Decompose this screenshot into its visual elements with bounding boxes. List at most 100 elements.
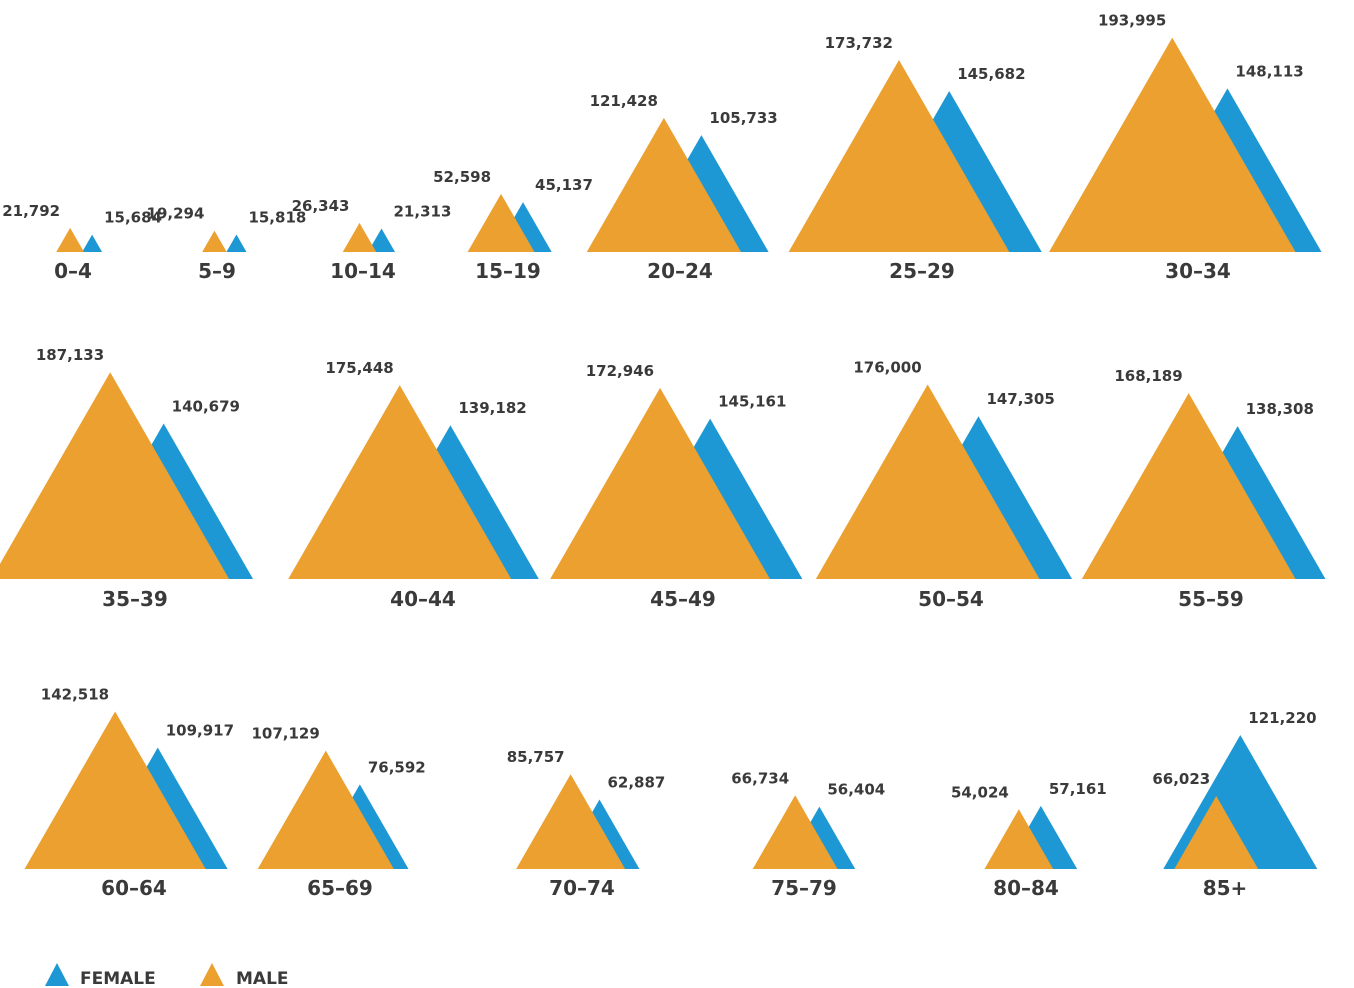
male-value-label: 175,448 (325, 359, 393, 377)
age-group: 85,757 62,887 70–74 (507, 748, 666, 900)
female-value-label: 138,308 (1246, 400, 1314, 418)
age-group: 187,133 140,679 35–39 (0, 346, 254, 611)
female-value-label: 109,917 (166, 722, 234, 740)
female-value-label: 62,887 (607, 774, 665, 792)
age-group: 193,995 148,113 30–34 (1049, 12, 1322, 283)
male-triangle (56, 227, 84, 252)
female-value-label: 45,137 (535, 176, 593, 194)
male-triangle (24, 711, 206, 869)
female-value-label: 148,113 (1235, 62, 1303, 80)
age-group-label: 15–19 (475, 259, 541, 283)
male-triangle (586, 117, 742, 253)
male-triangle (516, 774, 626, 869)
age-group-label: 50–54 (918, 587, 984, 611)
male-triangle (0, 372, 230, 579)
age-group-label: 30–34 (1165, 259, 1231, 283)
male-triangle (288, 385, 512, 579)
age-group: 168,189 138,308 55–59 (1081, 367, 1326, 611)
male-triangle (342, 222, 377, 252)
female-value-label: 15,684 (104, 209, 162, 227)
male-value-label: 26,343 (292, 197, 350, 215)
female-value-label: 121,220 (1248, 709, 1316, 727)
female-triangle (226, 234, 247, 252)
female-value-label: 145,682 (957, 65, 1025, 83)
age-group: 21,792 15,684 0–4 (2, 202, 162, 283)
male-triangle (1081, 393, 1296, 579)
male-value-label: 66,023 (1152, 770, 1210, 788)
age-group: 54,024 57,161 80–84 (951, 780, 1107, 900)
age-group-label: 75–79 (771, 876, 837, 900)
age-group: 107,129 76,592 65–69 (251, 725, 425, 900)
male-value-label: 172,946 (586, 362, 654, 380)
age-group: 176,000 147,305 50–54 (815, 359, 1073, 611)
male-triangle (815, 384, 1040, 579)
legend-male-label: MALE (236, 969, 289, 988)
age-group-label: 85+ (1203, 876, 1248, 900)
age-group: 66,023 121,220 85+ (1152, 709, 1318, 900)
age-group: 52,598 45,137 15–19 (433, 168, 593, 283)
age-group-label: 65–69 (307, 876, 373, 900)
age-group-label: 25–29 (889, 259, 955, 283)
female-value-label: 139,182 (458, 399, 526, 417)
male-triangle (1174, 796, 1259, 869)
male-triangle (752, 795, 838, 869)
legend: FEMALE MALE (45, 963, 289, 988)
female-value-label: 21,313 (394, 202, 452, 220)
female-value-label: 76,592 (368, 758, 426, 776)
male-triangle (550, 387, 770, 579)
age-group-label: 60–64 (101, 876, 167, 900)
age-group: 142,518 109,917 60–64 (24, 686, 234, 900)
male-value-label: 142,518 (41, 686, 109, 704)
female-triangle (367, 228, 396, 252)
age-group-label: 0–4 (54, 259, 92, 283)
age-group-label: 20–24 (647, 259, 713, 283)
age-group-label: 55–59 (1178, 587, 1244, 611)
male-value-label: 176,000 (853, 359, 921, 377)
male-value-label: 66,734 (731, 769, 789, 787)
age-group: 66,734 56,404 75–79 (731, 769, 885, 900)
age-group-label: 10–14 (330, 259, 396, 283)
legend-female-swatch (45, 963, 69, 986)
female-value-label: 140,679 (172, 398, 240, 416)
age-group: 172,946 145,161 45–49 (550, 362, 803, 611)
age-groups: 21,792 15,684 0–4 19,294 15,818 5–9 26,343 21,3… (0, 12, 1326, 900)
age-group: 19,294 15,818 5–9 (147, 205, 307, 283)
age-group: 121,428 105,733 20–24 (586, 92, 778, 283)
age-group-label: 45–49 (650, 587, 716, 611)
age-group-label: 35–39 (102, 587, 168, 611)
female-value-label: 57,161 (1049, 780, 1107, 798)
age-group-label: 80–84 (993, 876, 1059, 900)
female-value-label: 145,161 (718, 393, 786, 411)
male-value-label: 19,294 (147, 205, 205, 223)
male-triangle (984, 809, 1054, 869)
age-group-label: 5–9 (198, 259, 236, 283)
female-value-label: 147,305 (986, 390, 1054, 408)
male-triangle (788, 60, 1010, 252)
male-value-label: 107,129 (251, 725, 319, 743)
male-value-label: 187,133 (36, 346, 104, 364)
age-group: 173,732 145,682 25–29 (788, 34, 1042, 283)
legend-male-swatch (200, 963, 224, 986)
male-triangle (257, 750, 394, 869)
male-value-label: 21,792 (2, 202, 60, 220)
female-value-label: 56,404 (827, 781, 885, 799)
female-triangle (82, 234, 103, 252)
male-value-label: 173,732 (825, 34, 893, 52)
male-value-label: 52,598 (433, 168, 491, 186)
age-group: 175,448 139,182 40–44 (288, 359, 539, 611)
male-value-label: 193,995 (1098, 12, 1166, 30)
age-group: 26,343 21,313 10–14 (292, 197, 452, 283)
male-value-label: 121,428 (590, 92, 658, 110)
male-triangle (467, 193, 535, 252)
age-group-label: 40–44 (390, 587, 456, 611)
legend-female-label: FEMALE (80, 969, 156, 988)
male-value-label: 85,757 (507, 748, 565, 766)
male-triangle (1049, 37, 1296, 252)
age-group-label: 70–74 (549, 876, 615, 900)
female-value-label: 15,818 (248, 209, 306, 227)
female-value-label: 105,733 (709, 109, 777, 127)
male-value-label: 54,024 (951, 783, 1009, 801)
male-value-label: 168,189 (1114, 367, 1182, 385)
male-triangle (202, 230, 227, 252)
